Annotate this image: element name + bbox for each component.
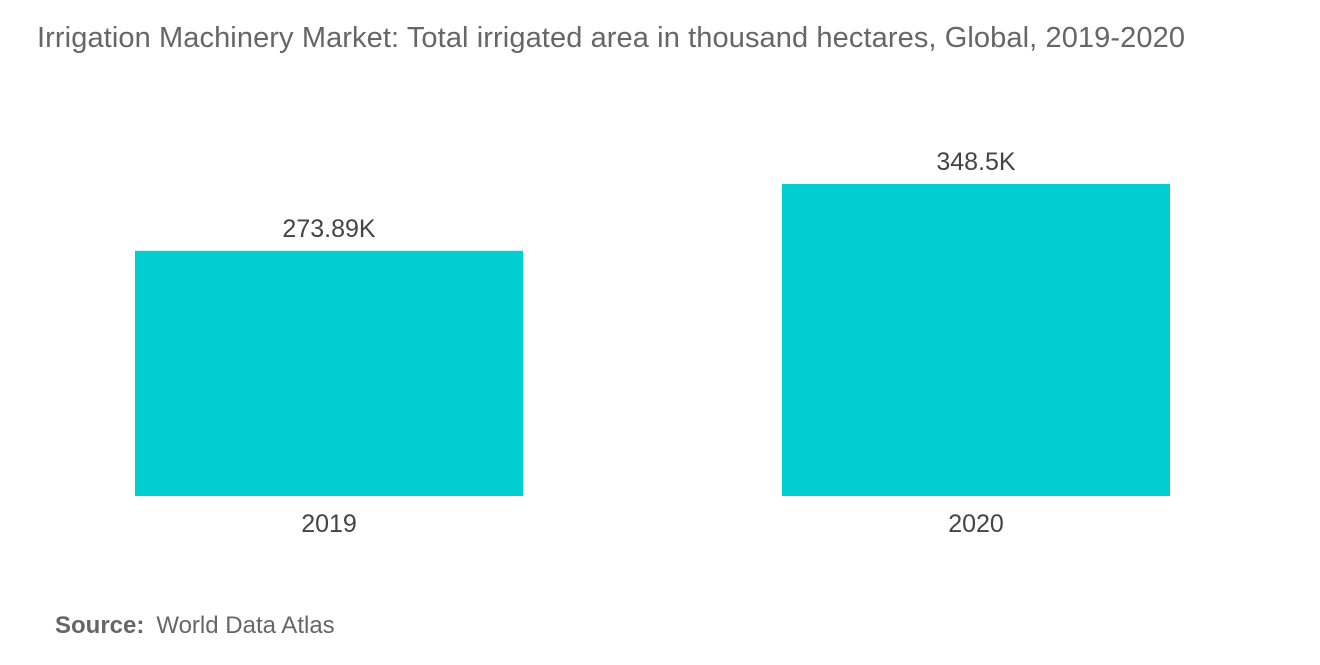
x-tick-label-2019: 2019 [301, 510, 357, 538]
bars-group [135, 184, 1170, 496]
source-note: Source: World Data Atlas [55, 612, 335, 640]
data-label-2019: 273.89K [282, 215, 375, 243]
data-label-2020: 348.5K [936, 148, 1016, 176]
chart-title: Irrigation Machinery Market: Total irrig… [37, 22, 1186, 54]
source-text: World Data Atlas [156, 612, 335, 639]
bar-2020 [782, 184, 1170, 496]
bar-chart: 273.89K 348.5K 2019 2020 [135, 148, 1170, 538]
x-tick-label-2020: 2020 [948, 510, 1004, 538]
x-tick-labels-group: 2019 2020 [301, 510, 1004, 538]
source-label: Source: [55, 612, 145, 639]
data-labels-group: 273.89K 348.5K [282, 148, 1016, 243]
bar-2019 [135, 250, 523, 496]
